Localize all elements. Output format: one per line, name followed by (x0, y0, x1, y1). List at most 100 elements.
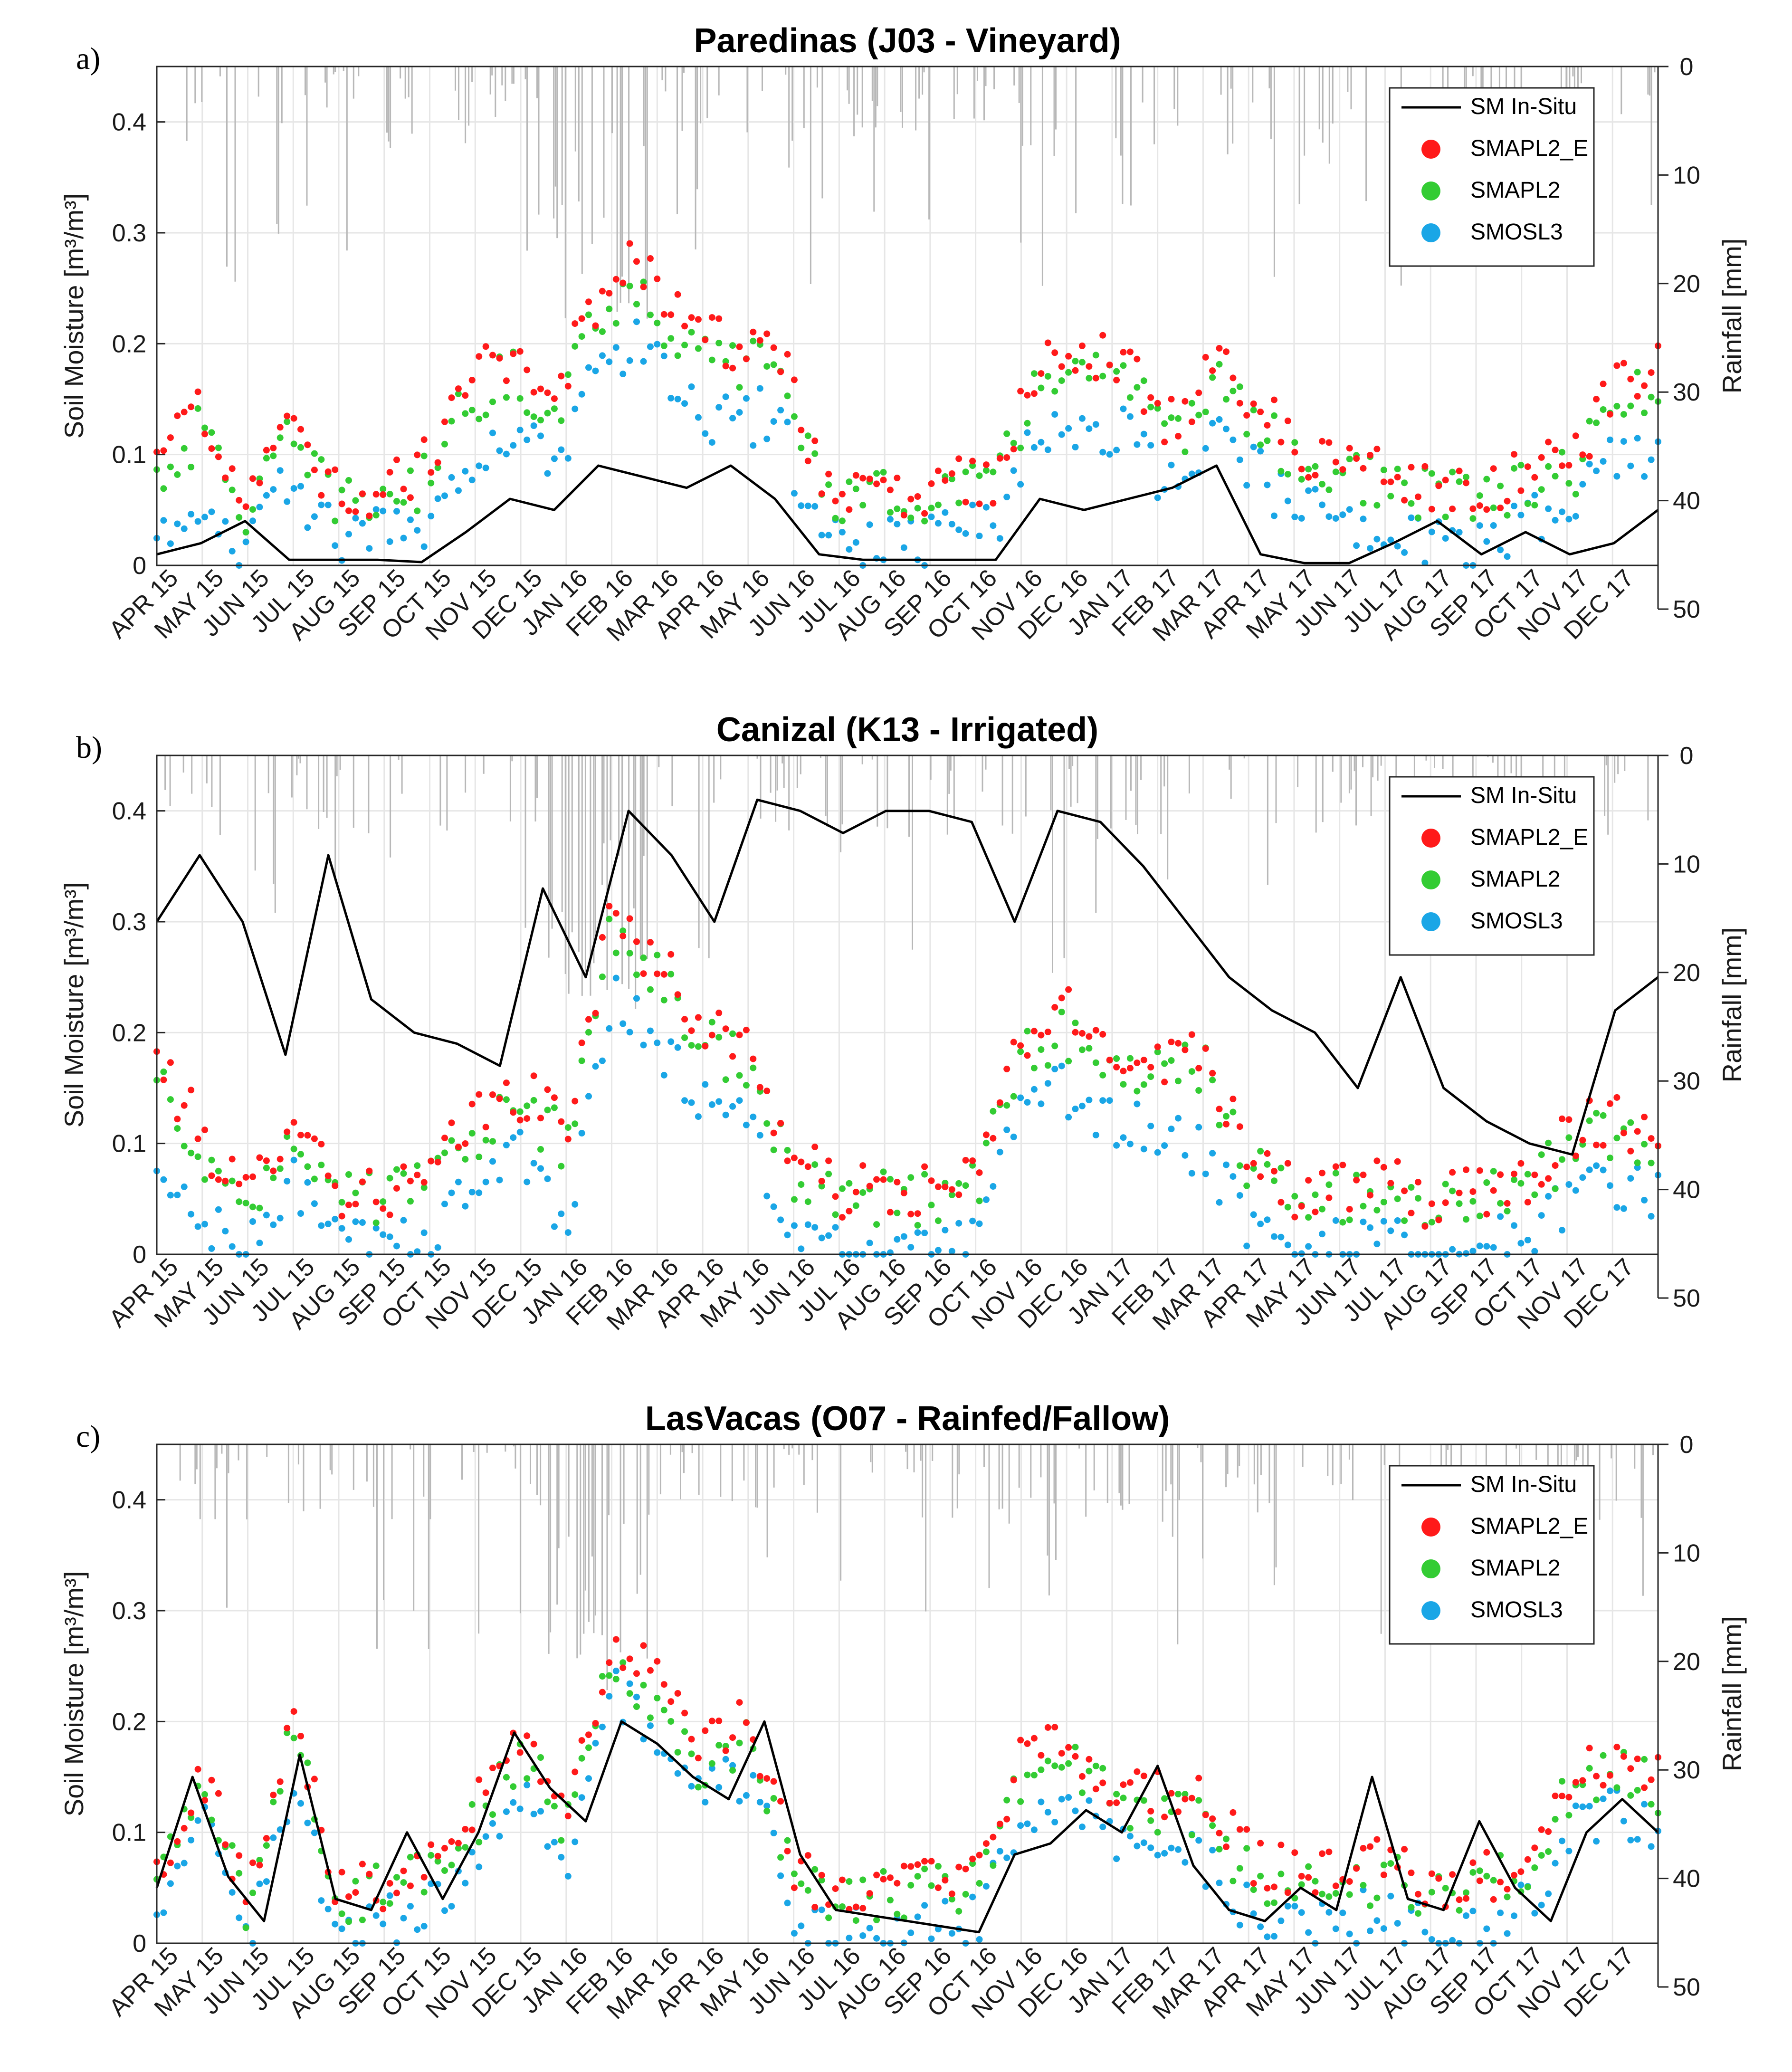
smosl3-point (990, 1183, 997, 1190)
smapl2-e-point (1202, 1811, 1209, 1818)
smapl2-point (722, 358, 729, 365)
smosl3-point (1421, 1929, 1429, 1936)
smapl2-e-point (345, 1202, 352, 1209)
smapl2-e-point (1243, 1826, 1250, 1833)
smapl2-e-point (1024, 1052, 1031, 1059)
smapl2-point (921, 1171, 928, 1178)
smosl3-point (558, 1210, 565, 1217)
smapl2-e-point (1367, 452, 1373, 458)
smapl2-e-point (969, 1855, 976, 1862)
smapl2-e-point (1106, 1057, 1113, 1063)
smapl2-e-point (770, 1129, 777, 1136)
smapl2-point (1182, 449, 1189, 455)
legend-entry-label: SMOSL3 (1470, 220, 1563, 245)
smapl2-point (1490, 1168, 1497, 1175)
smapl2-e-point (1291, 449, 1298, 456)
smapl2-e-point (996, 455, 1003, 462)
y-tick-label-right: 0 (1680, 1431, 1694, 1459)
smapl2-point (1387, 493, 1394, 500)
smapl2-e-point (1113, 1799, 1120, 1806)
smapl2-e-point (1449, 506, 1456, 513)
smosl3-point (503, 450, 510, 458)
smosl3-point (1257, 448, 1264, 455)
smosl3-point (572, 1838, 579, 1845)
smapl2-point (1291, 1193, 1298, 1200)
smosl3-point (1182, 1152, 1189, 1159)
smapl2-point (1387, 1860, 1394, 1867)
smapl2-point (626, 283, 633, 289)
smapl2-point (667, 971, 675, 978)
smosl3-point (633, 1693, 640, 1700)
smapl2-point (510, 1783, 517, 1790)
smapl2-e-point (338, 1869, 345, 1876)
smosl3-point (1531, 1248, 1538, 1255)
smosl3-point (270, 486, 277, 493)
smosl3-point (688, 1099, 695, 1106)
smapl2-e-point (715, 315, 723, 322)
smapl2-e-point (1463, 479, 1469, 487)
smapl2-point (729, 1030, 736, 1037)
smosl3-point (1140, 1839, 1147, 1846)
smapl2-point (1140, 1797, 1147, 1804)
smapl2-point (1284, 471, 1291, 478)
smapl2-point (434, 1858, 441, 1865)
smapl2-e-point (1600, 381, 1607, 388)
smapl2-point (297, 1151, 304, 1158)
smosl3-point (1579, 481, 1586, 488)
smapl2-point (688, 329, 695, 336)
smapl2-point (654, 319, 661, 326)
smapl2-e-point (934, 468, 942, 475)
smosl3-point (1078, 1102, 1086, 1109)
smosl3-point (1559, 508, 1565, 516)
smapl2-point (976, 1880, 983, 1887)
smapl2-point (907, 1174, 915, 1181)
smosl3-point (201, 514, 208, 521)
smosl3-point (1332, 1925, 1339, 1932)
smapl2-e-point (1195, 1775, 1202, 1782)
smosl3-point (1367, 1224, 1373, 1231)
smosl3-point (1168, 1844, 1175, 1852)
smosl3-point (468, 1189, 476, 1195)
smapl2-point (1456, 1200, 1463, 1207)
smapl2-e-point (1298, 1203, 1305, 1210)
smosl3-point (1572, 1802, 1579, 1809)
smapl2-e-point (256, 1862, 263, 1869)
smapl2-e-point (1250, 400, 1257, 407)
smapl2-point (1524, 1171, 1531, 1178)
smosl3-point (1497, 546, 1504, 554)
smapl2-point (208, 429, 215, 436)
smapl2-e-point (1284, 417, 1291, 424)
smapl2-point (311, 1175, 318, 1183)
smosl3-point (722, 1756, 729, 1763)
smosl3-point (476, 462, 483, 469)
y-tick-label-left: 0.1 (112, 1130, 146, 1158)
smosl3-point (1627, 1836, 1634, 1843)
smosl3-point (1188, 1170, 1195, 1177)
smosl3-point (1030, 1086, 1038, 1093)
smosl3-point (222, 1228, 229, 1235)
smosl3-point (564, 455, 572, 462)
smosl3-point (942, 1898, 949, 1905)
smapl2-e-point (1086, 1756, 1093, 1763)
smosl3-point (606, 358, 613, 365)
smosl3-point (1106, 1097, 1113, 1104)
smapl2-point (428, 1852, 435, 1859)
smosl3-point (372, 1224, 380, 1232)
smosl3-point (900, 544, 907, 551)
smosl3-point (620, 1020, 627, 1027)
smapl2-e-point (530, 1072, 537, 1079)
smosl3-point (1236, 1921, 1243, 1929)
smapl2-point (1524, 1883, 1531, 1891)
smapl2-point (544, 1798, 551, 1805)
smosl3-point (1545, 1193, 1552, 1200)
smapl2-e-point (1236, 1123, 1243, 1130)
smapl2-point (304, 1163, 311, 1170)
smapl2-point (852, 1202, 859, 1209)
smapl2-point (1600, 1752, 1607, 1759)
smapl2-point (332, 517, 339, 525)
smosl3-point (1593, 1838, 1600, 1845)
smapl2-e-point (722, 1025, 729, 1032)
smosl3-point (174, 520, 181, 527)
smapl2-point (208, 1156, 215, 1164)
smapl2-e-point (791, 376, 798, 383)
